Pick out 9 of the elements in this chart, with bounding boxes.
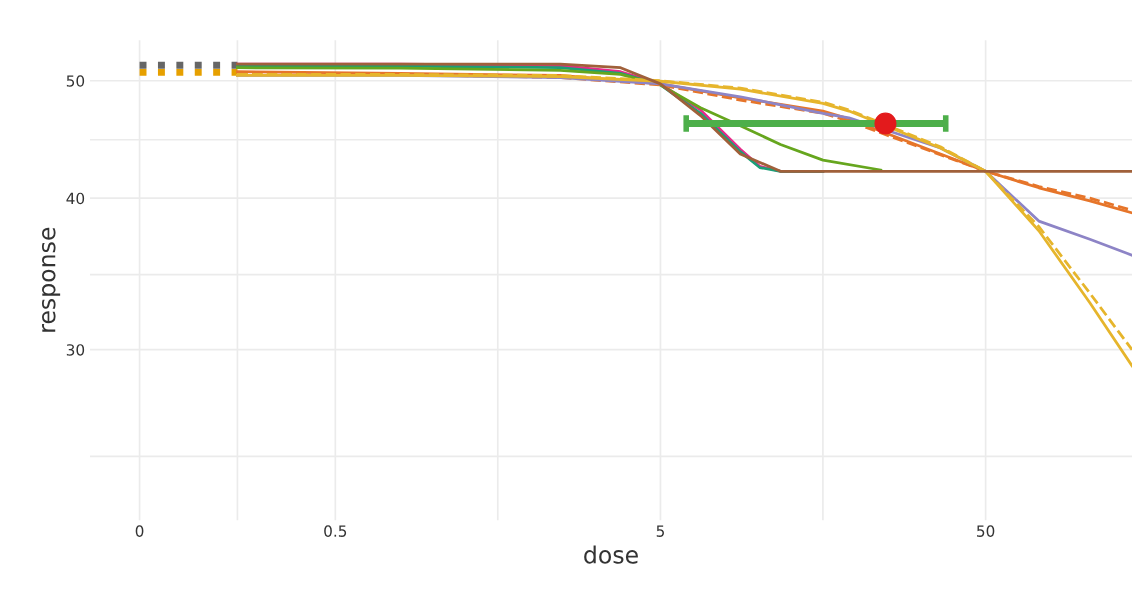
y-axis-title: response — [42, 227, 61, 332]
x-tick-label: 0.5 — [324, 525, 347, 537]
x-tick-label: 5 — [656, 525, 664, 537]
x-tick-label: 0 — [135, 525, 144, 537]
y-tick-label: 40 — [66, 192, 85, 205]
y-tick-label: 50 — [66, 75, 85, 87]
y-tick-label: 30 — [66, 344, 85, 356]
x-tick-label: 50 — [977, 525, 995, 537]
x-axis-title: dose — [584, 545, 638, 564]
